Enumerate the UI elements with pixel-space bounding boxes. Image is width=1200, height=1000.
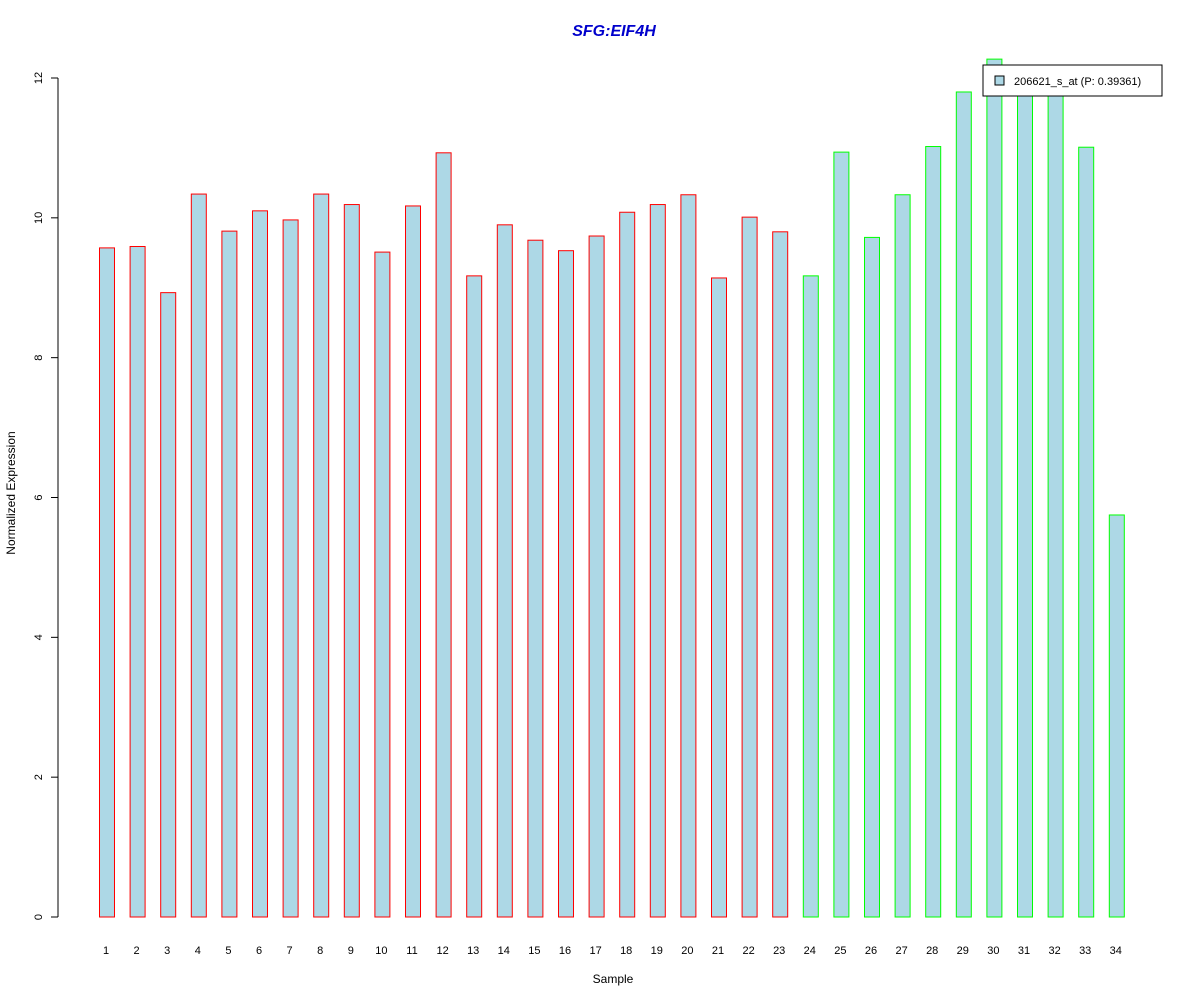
x-tick-label: 21 (712, 945, 724, 957)
x-tick-label: 22 (742, 945, 754, 957)
bar (711, 277, 727, 918)
x-tick-label: 30 (987, 945, 999, 957)
bars-group (99, 58, 1125, 918)
x-tick-label: 23 (773, 945, 785, 957)
x-tick-label: 15 (528, 945, 540, 957)
y-tick-label: 0 (33, 914, 45, 920)
bar (1078, 146, 1095, 918)
x-tick-label: 6 (256, 945, 262, 957)
y-axis: 0 2 4 6 8 10 12 (33, 72, 59, 920)
bar (466, 275, 483, 918)
y-tick-label: 8 (33, 355, 45, 361)
bar (833, 151, 850, 918)
bar (282, 219, 299, 918)
bar (129, 245, 146, 918)
bar (221, 230, 238, 918)
y-tick-label: 10 (33, 212, 45, 224)
x-tick-label: 27 (895, 945, 907, 957)
bar (925, 146, 942, 918)
x-tick-label: 26 (865, 945, 877, 957)
bar (558, 250, 574, 918)
y-tick-label: 6 (33, 494, 45, 500)
bar (160, 292, 177, 918)
bar (527, 239, 544, 918)
bar (1017, 91, 1033, 918)
legend: 206621_s_at (P: 0.39361) (982, 64, 1163, 97)
bar (190, 193, 207, 918)
x-tick-labels: 1 2 3 4 5 6 7 8 9 10 11 12 13 14 15 16 17 18 19 20 21 22 23 24 2… (103, 945, 1122, 957)
bar (955, 91, 972, 918)
chart-title: SFG:EIF4H (572, 23, 656, 40)
x-tick-label: 5 (225, 945, 231, 957)
bar (374, 251, 391, 918)
x-tick-label: 14 (498, 945, 510, 957)
x-tick-label: 10 (375, 945, 387, 957)
y-tick-label: 2 (33, 774, 45, 780)
x-tick-label: 31 (1018, 945, 1030, 957)
legend-swatch (994, 75, 1005, 86)
bar (741, 216, 758, 918)
bar (649, 204, 666, 918)
bar (313, 193, 330, 918)
x-tick-label: 18 (620, 945, 632, 957)
x-tick-label: 20 (681, 945, 693, 957)
bar (864, 236, 880, 918)
bar (252, 210, 268, 918)
bar (588, 235, 605, 918)
bar (405, 205, 421, 918)
bar (343, 204, 360, 918)
legend-box (982, 64, 1163, 97)
x-tick-label: 16 (559, 945, 571, 957)
x-tick-label: 17 (589, 945, 601, 957)
bar (1047, 87, 1064, 918)
x-tick-label: 34 (1110, 945, 1122, 957)
x-tick-label: 3 (164, 945, 170, 957)
y-tick-label: 4 (33, 634, 45, 640)
bar (772, 231, 789, 918)
bar (1108, 514, 1125, 918)
y-axis-label: Normalized Expression (4, 431, 18, 554)
x-tick-label: 28 (926, 945, 938, 957)
x-tick-label: 4 (195, 945, 201, 957)
x-tick-label: 1 (103, 945, 109, 957)
x-tick-label: 19 (651, 945, 663, 957)
bar (99, 247, 115, 918)
bar (680, 194, 697, 918)
x-tick-label: 32 (1048, 945, 1060, 957)
x-tick-label: 24 (804, 945, 816, 957)
bar (619, 211, 636, 918)
x-tick-label: 12 (436, 945, 448, 957)
x-tick-label: 25 (834, 945, 846, 957)
x-tick-label: 8 (317, 945, 323, 957)
x-tick-label: 2 (134, 945, 140, 957)
bar (986, 58, 1003, 918)
bar (435, 152, 452, 918)
bar (496, 224, 513, 918)
bar (802, 275, 819, 918)
bar (894, 194, 911, 918)
x-tick-label: 7 (287, 945, 293, 957)
y-tick-label: 12 (33, 72, 45, 84)
x-tick-label: 29 (957, 945, 969, 957)
x-tick-label: 9 (348, 945, 354, 957)
legend-label: 206621_s_at (P: 0.39361) (1014, 76, 1141, 88)
x-tick-label: 11 (406, 945, 417, 957)
x-tick-label: 13 (467, 945, 479, 957)
x-tick-label: 33 (1079, 945, 1091, 957)
x-axis-label: Sample (593, 972, 634, 986)
